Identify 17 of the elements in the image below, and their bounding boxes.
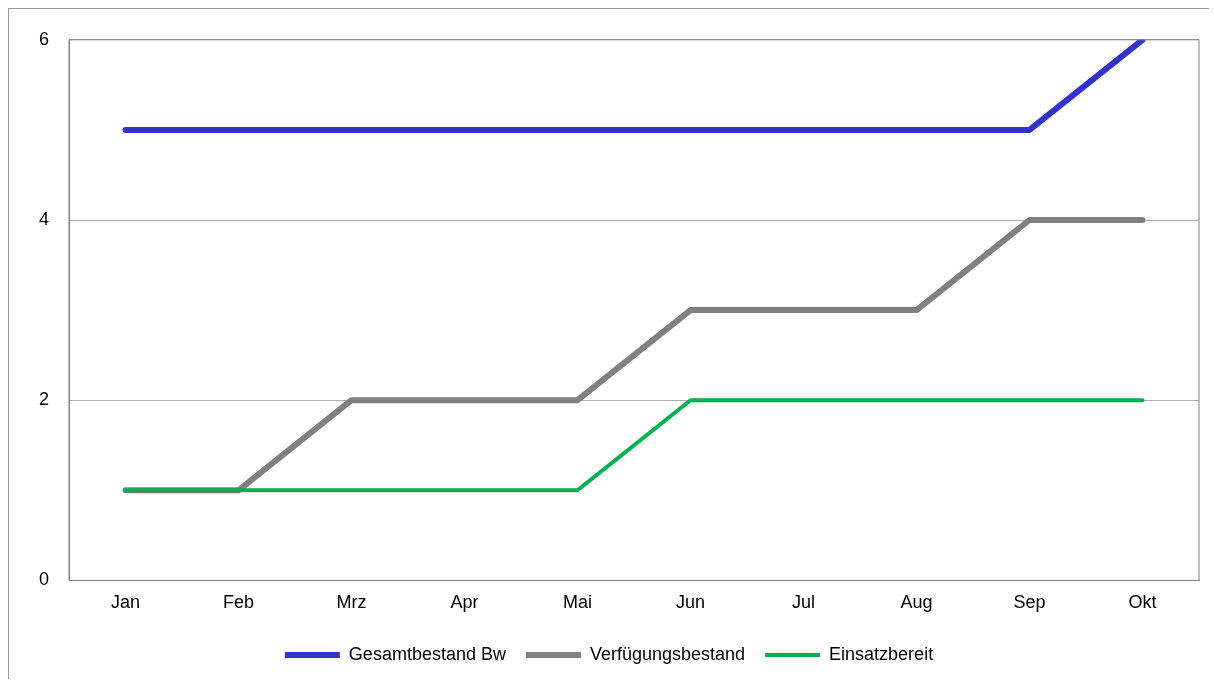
y-tick-label: 6 (39, 28, 50, 49)
y-tick-label: 0 (39, 569, 50, 590)
x-tick-label: Sep (1013, 592, 1046, 613)
x-tick-label: Aug (900, 592, 933, 613)
x-tick-label: Jun (675, 592, 706, 613)
x-tick-label: Okt (1128, 592, 1157, 613)
x-tick-label: Feb (222, 592, 255, 613)
legend-label: Einsatzbereit (829, 643, 934, 664)
x-tick-label: Jul (792, 592, 816, 613)
x-tick-label: Apr (450, 592, 479, 613)
legend-label: Gesamtbestand Bw (348, 643, 507, 664)
legend-label: Verfügungsbestand (589, 643, 746, 664)
x-tick-label: Mrz (336, 592, 367, 613)
y-tick-label: 2 (39, 389, 50, 410)
x-tick-label: Jan (110, 592, 141, 613)
y-tick-label: 4 (39, 208, 50, 229)
x-tick-label: Mai (563, 592, 593, 613)
